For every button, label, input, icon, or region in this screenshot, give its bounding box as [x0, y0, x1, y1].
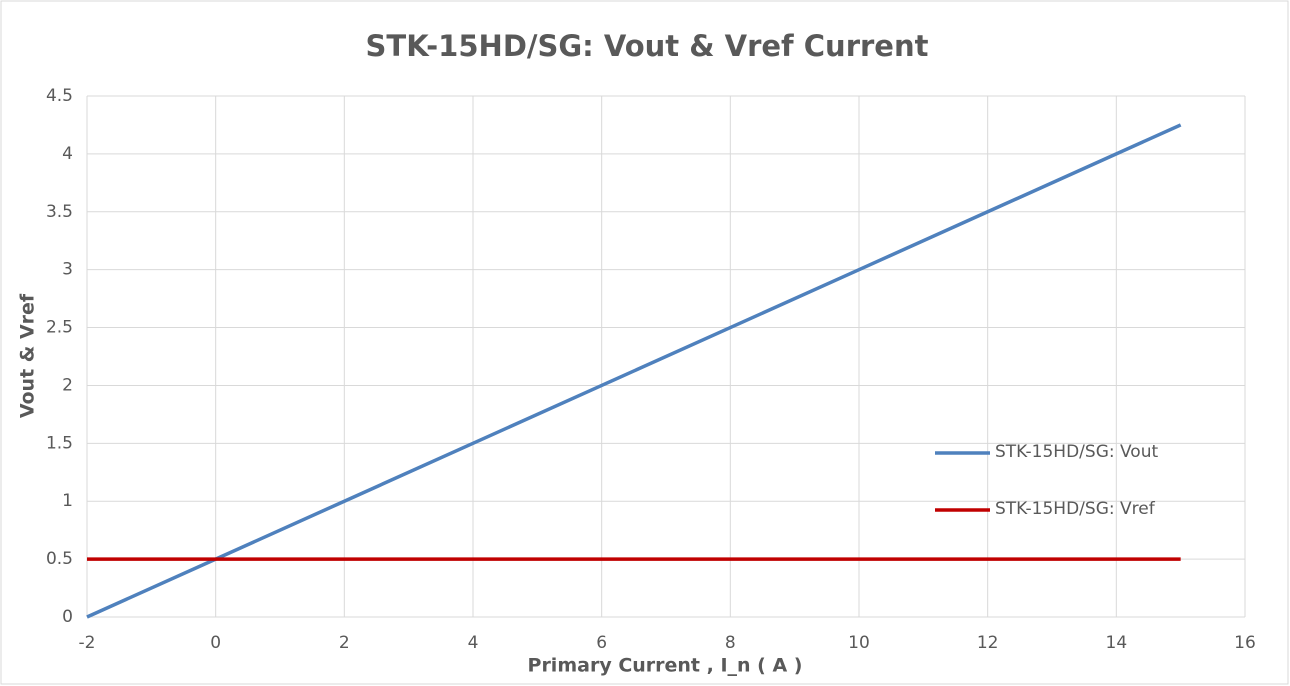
- legend-entry: STK-15HD/SG: Vref: [995, 499, 1155, 519]
- y-tick-label: 3.5: [46, 202, 73, 222]
- y-tick-label: 2.5: [46, 318, 73, 338]
- x-tick-label: 2: [339, 633, 350, 653]
- y-tick-label: 0: [62, 607, 73, 627]
- x-tick-label: 8: [725, 633, 736, 653]
- x-tick-label: 16: [1234, 633, 1256, 653]
- x-tick-label: 14: [1106, 633, 1128, 653]
- legend-label: STK-15HD/SG: Vout: [995, 442, 1159, 462]
- y-axis-title: Vout & Vref: [17, 293, 39, 418]
- y-tick-label: 4: [62, 144, 73, 164]
- x-tick-label: 10: [848, 633, 870, 653]
- y-tick-label: 0.5: [46, 549, 73, 569]
- y-tick-label: 1.5: [46, 433, 73, 453]
- x-tick-label: 12: [977, 633, 999, 653]
- x-tick-label: 6: [596, 633, 607, 653]
- x-axis-title: Primary Current , I_n ( A ): [528, 655, 803, 677]
- chart-title: STK-15HD/SG: Vout & Vref Current: [366, 29, 929, 63]
- legend-entry: STK-15HD/SG: Vout: [995, 442, 1159, 462]
- series-line: [86, 123, 1182, 619]
- x-tick-label: 4: [468, 633, 479, 653]
- legend-label: STK-15HD/SG: Vref: [995, 499, 1155, 519]
- y-tick-label: 3: [62, 260, 73, 280]
- y-tick-label: 4.5: [46, 86, 73, 106]
- x-tick-label: 0: [210, 633, 221, 653]
- y-tick-label: 1: [62, 491, 73, 511]
- x-tick-label: -2: [79, 633, 96, 653]
- y-tick-label: 2: [62, 375, 73, 395]
